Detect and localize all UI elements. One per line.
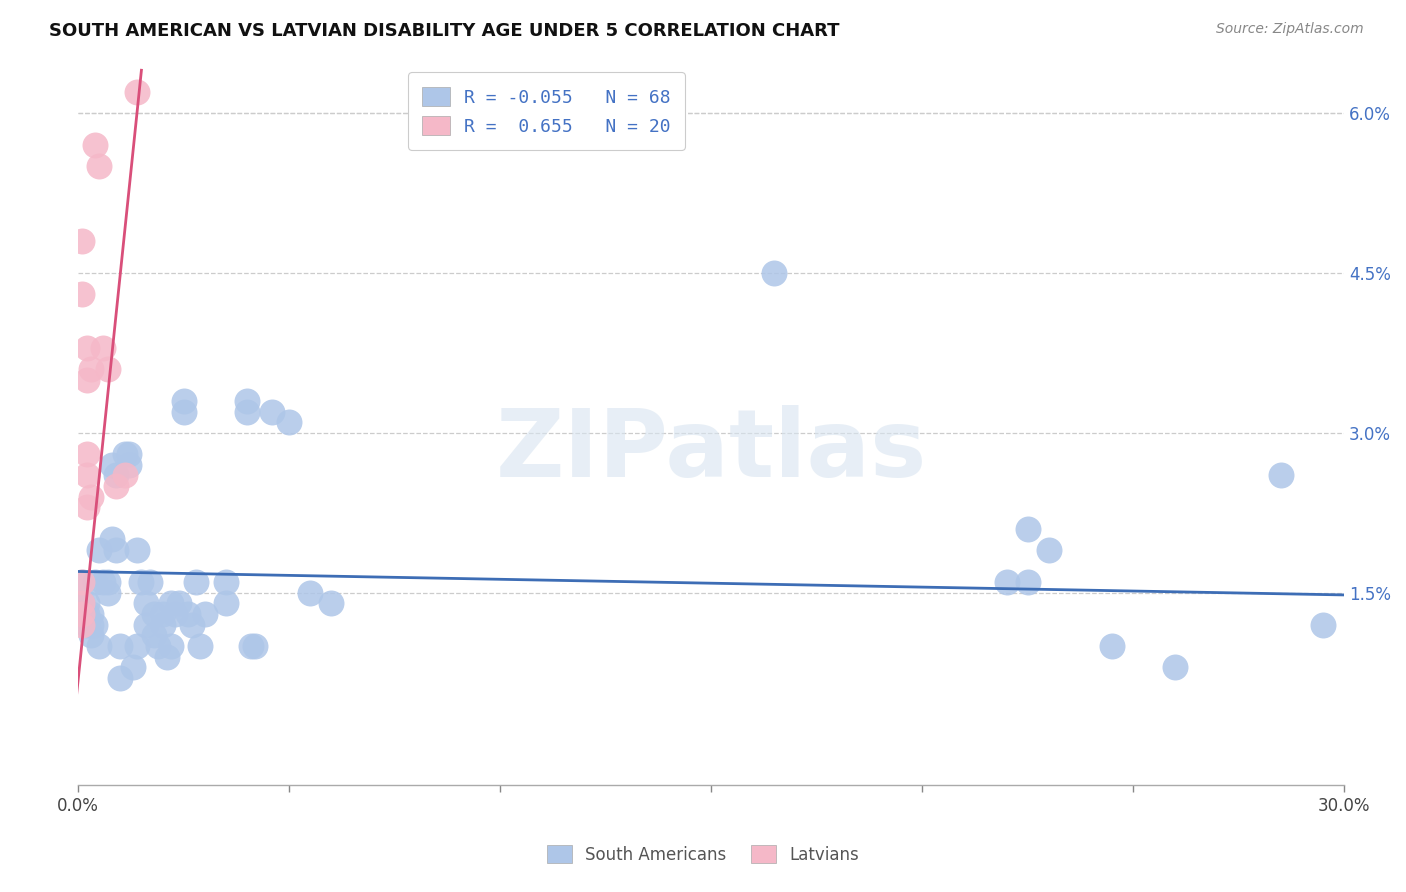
Point <box>76 500 98 515</box>
Point <box>131 575 153 590</box>
Text: ZIPatlas: ZIPatlas <box>495 405 927 497</box>
Point <box>105 543 128 558</box>
Point <box>72 575 94 590</box>
Point <box>1017 522 1039 536</box>
Point <box>84 617 107 632</box>
Point <box>80 628 103 642</box>
Point <box>97 586 120 600</box>
Point <box>72 597 94 611</box>
Point <box>160 639 183 653</box>
Point <box>84 575 107 590</box>
Point <box>76 597 98 611</box>
Point <box>177 607 200 621</box>
Point <box>152 617 174 632</box>
Point <box>240 639 263 653</box>
Point <box>215 575 238 590</box>
Text: SOUTH AMERICAN VS LATVIAN DISABILITY AGE UNDER 5 CORRELATION CHART: SOUTH AMERICAN VS LATVIAN DISABILITY AGE… <box>49 22 839 40</box>
Point <box>101 458 124 472</box>
Point <box>181 617 204 632</box>
Point <box>110 671 132 685</box>
Point <box>122 660 145 674</box>
Point <box>169 597 191 611</box>
Point <box>89 543 111 558</box>
Point <box>72 617 94 632</box>
Point <box>236 404 259 418</box>
Point <box>156 649 179 664</box>
Point <box>118 447 141 461</box>
Point <box>114 447 136 461</box>
Point <box>72 607 94 621</box>
Point <box>84 137 107 152</box>
Point <box>72 597 94 611</box>
Point <box>173 393 195 408</box>
Point <box>321 597 343 611</box>
Point <box>299 586 322 600</box>
Point <box>101 533 124 547</box>
Point <box>97 575 120 590</box>
Point <box>173 404 195 418</box>
Point <box>190 639 212 653</box>
Point <box>236 393 259 408</box>
Point <box>186 575 208 590</box>
Point <box>1101 639 1123 653</box>
Point <box>278 415 301 429</box>
Point <box>114 468 136 483</box>
Point <box>72 287 94 301</box>
Legend: R = -0.055   N = 68, R =  0.655   N = 20: R = -0.055 N = 68, R = 0.655 N = 20 <box>408 72 685 150</box>
Point <box>105 468 128 483</box>
Point <box>80 617 103 632</box>
Point <box>127 543 149 558</box>
Point <box>72 575 94 590</box>
Point <box>76 372 98 386</box>
Point <box>76 341 98 355</box>
Point <box>143 607 166 621</box>
Point <box>215 597 238 611</box>
Point <box>143 628 166 642</box>
Point <box>1038 543 1060 558</box>
Point <box>105 479 128 493</box>
Point <box>148 639 170 653</box>
Point <box>160 597 183 611</box>
Point <box>995 575 1018 590</box>
Point <box>110 639 132 653</box>
Point <box>135 617 157 632</box>
Point <box>118 458 141 472</box>
Point <box>72 234 94 248</box>
Point <box>76 607 98 621</box>
Point <box>1270 468 1292 483</box>
Point <box>1017 575 1039 590</box>
Point <box>80 362 103 376</box>
Point <box>165 607 187 621</box>
Point <box>194 607 217 621</box>
Point <box>93 575 115 590</box>
Point <box>152 607 174 621</box>
Point <box>262 404 284 418</box>
Point <box>127 85 149 99</box>
Point <box>97 362 120 376</box>
Point <box>135 597 157 611</box>
Point <box>72 607 94 621</box>
Point <box>1164 660 1187 674</box>
Point <box>76 617 98 632</box>
Point <box>80 607 103 621</box>
Point <box>127 639 149 653</box>
Legend: South Americans, Latvians: South Americans, Latvians <box>540 838 866 871</box>
Point <box>89 159 111 173</box>
Point <box>76 447 98 461</box>
Point <box>1312 617 1334 632</box>
Point <box>93 341 115 355</box>
Point <box>89 639 111 653</box>
Point <box>80 490 103 504</box>
Point <box>245 639 267 653</box>
Text: Source: ZipAtlas.com: Source: ZipAtlas.com <box>1216 22 1364 37</box>
Point <box>76 468 98 483</box>
Point <box>139 575 162 590</box>
Point <box>763 266 786 280</box>
